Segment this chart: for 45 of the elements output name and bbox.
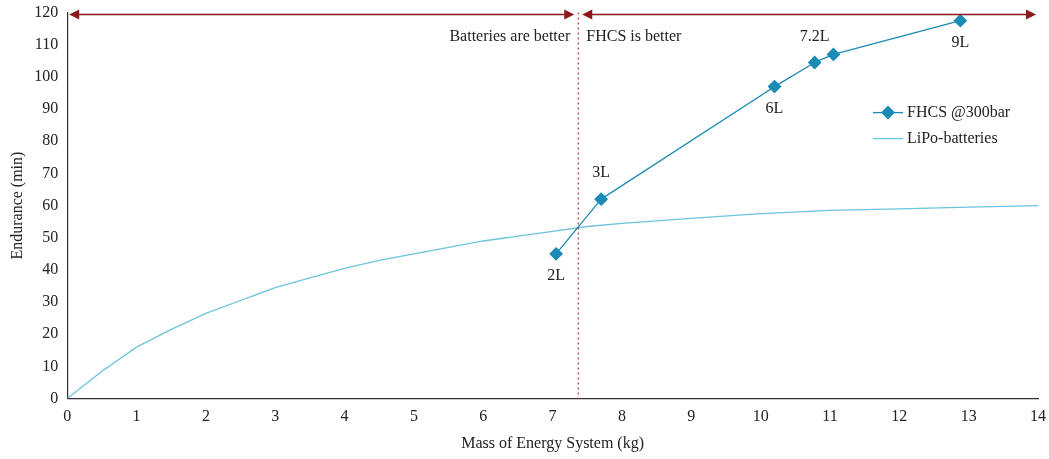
y-tick-label: 120 <box>34 2 59 20</box>
annotation: 2L <box>547 266 565 284</box>
annotation: FHCS is better <box>586 26 683 44</box>
x-tick-label: 3 <box>271 407 280 425</box>
x-axis-title: Mass of Energy System (kg) <box>461 433 644 452</box>
point <box>826 47 841 62</box>
point <box>953 13 967 28</box>
point <box>549 247 563 261</box>
y-tick-label: 0 <box>50 388 59 406</box>
y-tick-label: 10 <box>42 356 59 374</box>
y-tick-label: 90 <box>42 99 59 117</box>
y-tick-label: 60 <box>42 195 59 213</box>
x-tick-label: 14 <box>1030 407 1046 425</box>
annotation: Batteries are better <box>449 26 571 44</box>
point <box>808 55 822 70</box>
x-tick-label: 1 <box>132 407 141 425</box>
annotation: 6L <box>765 98 784 116</box>
x-tick-label: 7 <box>548 407 557 425</box>
y-tick-label: 30 <box>42 292 59 310</box>
annotation: 3L <box>592 163 611 181</box>
x-tick-label: 12 <box>891 407 908 425</box>
x-tick-label: 8 <box>617 407 626 425</box>
x-tick-label: 6 <box>479 407 488 425</box>
annotation: 9L <box>951 32 970 50</box>
y-tick-label: 20 <box>42 324 59 342</box>
legend-label: LiPo-batteries <box>907 128 998 146</box>
point <box>767 79 782 94</box>
y-tick-label: 80 <box>42 131 59 149</box>
x-tick-label: 11 <box>822 407 838 425</box>
y-axis-title: Endurance (min) <box>7 151 26 260</box>
x-tick-label: 4 <box>340 407 349 425</box>
point <box>594 192 608 206</box>
legend-label: FHCS @300bar <box>907 102 1011 121</box>
y-tick-label: 50 <box>42 227 59 245</box>
x-tick-label: 13 <box>960 407 977 425</box>
x-tick-label: 10 <box>752 407 769 425</box>
x-tick-label: 9 <box>687 407 696 425</box>
y-tick-label: 40 <box>42 260 59 278</box>
x-tick-label: 2 <box>201 407 210 425</box>
x-tick-label: 0 <box>63 407 72 425</box>
annotation: 7.2L <box>799 26 830 44</box>
y-tick-label: 110 <box>34 34 59 52</box>
x-tick-label: 5 <box>409 407 418 425</box>
y-tick-label: 70 <box>42 163 59 181</box>
y-tick-label: 100 <box>34 67 59 85</box>
